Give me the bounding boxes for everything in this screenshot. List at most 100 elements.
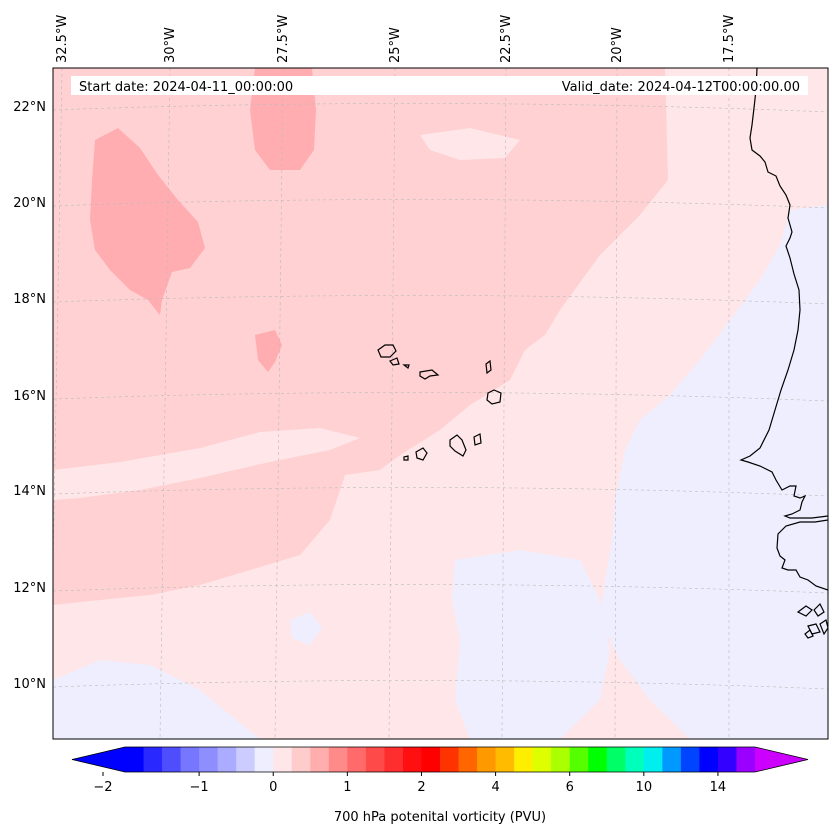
latitude-label: 18°N (13, 292, 46, 307)
pv-field-pale-blue (452, 550, 610, 739)
pv-field-pale-blue (600, 205, 828, 739)
latitude-label: 14°N (13, 484, 46, 499)
colorbar-swatch (199, 747, 219, 772)
colorbar-swatch (680, 747, 700, 772)
island-coastline (804, 629, 814, 639)
guinea-bissau-coastline (776, 519, 828, 591)
meridian-line (274, 68, 284, 739)
parallel-line (53, 680, 828, 690)
latitude-labels: 22°N 20°N 18°N 16°N 14°N 12°N 10°N (13, 100, 46, 692)
pv-field-pale-streak (53, 428, 360, 500)
pv-field-mid-pink-blob (90, 128, 205, 315)
colorbar-swatch (310, 747, 330, 772)
africa-coastline (739, 68, 828, 519)
colorbar-min-extension (72, 747, 125, 772)
colorbar-tick-label: 0 (269, 780, 277, 795)
colorbar-swatch (384, 747, 404, 772)
colorbar-swatch (458, 747, 478, 772)
latitude-label: 16°N (13, 389, 46, 404)
latitude-label: 10°N (13, 677, 46, 692)
start-date-label: Start date: 2024-04-11_00:00:00 (79, 80, 293, 95)
map-frame (52, 67, 829, 740)
cape-verde-island-sao-nicolau (419, 369, 440, 380)
longitude-label: 25°W (388, 27, 403, 63)
longitude-label: 22.5°W (499, 15, 514, 63)
colorbar-tick-label: −1 (190, 780, 209, 795)
cape-verde-island-fogo (415, 447, 428, 461)
cape-verde-island-boa-vista (486, 389, 502, 405)
colorbar-swatch (328, 747, 348, 772)
longitude-label: 27.5°W (276, 15, 291, 63)
island-coastline (813, 602, 825, 617)
colorbar-swatch (217, 747, 237, 772)
latitude-label: 12°N (13, 581, 46, 596)
cape-verde-island-santo-antao (377, 344, 397, 358)
colorbar-title: 700 hPa potenital vorticity (PVU) (334, 810, 546, 825)
colorbar-max-extension (755, 747, 808, 772)
colorbar-swatch (402, 747, 422, 772)
colorbar-swatch (236, 747, 256, 772)
cape-verde-island-sal (485, 359, 492, 375)
colorbar-tick-label: 4 (491, 780, 499, 795)
parallel-line (53, 584, 828, 594)
longitude-label: 30°W (163, 27, 178, 63)
island-coastline (796, 605, 813, 617)
colorbar-swatch (717, 747, 737, 772)
meridian-line (388, 68, 396, 739)
colorbar-swatch (273, 747, 293, 772)
colorbar-swatch (736, 747, 756, 772)
longitude-label: 17.5°W (722, 15, 737, 63)
valid-date-label: Valid_date: 2024-04-12T00:00:00.00 (562, 80, 800, 95)
colorbar-swatch (662, 747, 682, 772)
colorbar-swatch (125, 747, 145, 772)
colorbar-swatch (625, 747, 645, 772)
parallel-line (53, 295, 828, 305)
cape-verde-island-maio (473, 433, 482, 446)
colorbar-tick-label: 10 (636, 780, 653, 795)
meridian-line (501, 68, 507, 739)
colorbar: −2 −1 0 1 2 4 6 10 14 (71, 746, 809, 795)
island-coastline (819, 619, 828, 636)
latitude-label: 20°N (13, 196, 46, 211)
colorbar-tick-label: 2 (417, 780, 425, 795)
colorbar-swatch (551, 747, 571, 772)
colorbar-tick-label: −2 (93, 780, 112, 795)
colorbar-swatch (588, 747, 608, 772)
pv-field-pale-patch (420, 128, 520, 160)
meridian-line (614, 68, 618, 739)
colorbar-swatch (495, 747, 515, 772)
colorbar-tick-label: 6 (566, 780, 574, 795)
colorbar-swatch (365, 747, 385, 772)
parallel-line (53, 392, 828, 402)
pv-field-pale-blue (53, 660, 260, 739)
colorbar-swatch (162, 747, 182, 772)
colorbar-swatch (606, 747, 626, 772)
colorbar-swatch (180, 747, 200, 772)
colorbar-swatch (569, 747, 589, 772)
cape-verde-island-santa-luzia (402, 364, 410, 369)
colorbar-outline (71, 746, 809, 773)
cape-verde-island-santiago (449, 434, 467, 457)
cape-verde-island-sao-vicente (389, 357, 400, 366)
colorbar-swatch (699, 747, 719, 772)
map-panel (53, 68, 828, 739)
cape-verde-island-brava (403, 455, 409, 461)
colorbar-swatch (291, 747, 311, 772)
latitude-label: 22°N (13, 100, 46, 115)
colorbar-swatch (643, 747, 663, 772)
parallel-line (53, 199, 828, 209)
longitude-label: 32.5°W (55, 15, 70, 63)
colorbar-tick-label: 1 (343, 780, 351, 795)
colorbar-tick-label: 14 (710, 780, 727, 795)
parallel-line (53, 103, 828, 113)
graticule (53, 68, 828, 739)
colorbar-swatch (421, 747, 441, 772)
colorbar-swatch (514, 747, 534, 772)
colorbar-swatch (477, 747, 497, 772)
date-info-box (71, 76, 808, 95)
colorbar-swatch (440, 747, 460, 772)
parallel-line (53, 487, 828, 497)
longitude-labels: 32.5°W 30°W 27.5°W 25°W 22.5°W 20°W 17.5°W (55, 15, 737, 63)
longitude-label: 20°W (610, 27, 625, 63)
